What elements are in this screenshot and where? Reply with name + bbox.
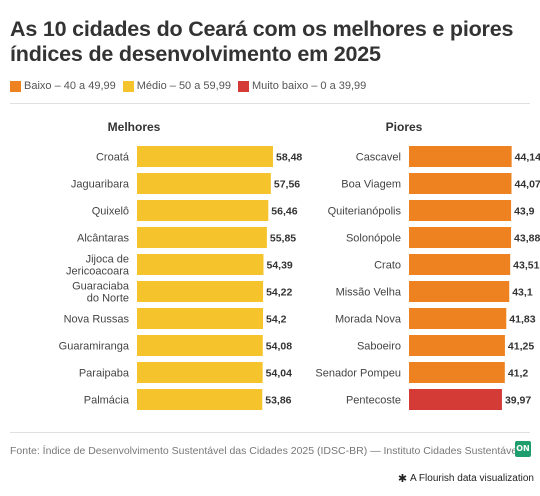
bar[interactable]	[409, 389, 502, 410]
value-label: 54,39	[266, 260, 292, 272]
legend-item-baixo[interactable]: Baixo – 40 a 49,99	[10, 80, 116, 92]
bar-charts: Croatá 58,48 Jaguaribara 57,56 Quixelô 56,46 A…	[59, 146, 540, 410]
bar[interactable]	[137, 200, 269, 221]
legend-swatch-muito-baixo	[237, 80, 249, 92]
value-label: 43,1	[512, 287, 533, 299]
value-label: 44,07	[514, 179, 540, 191]
category-label: Boa Viagem	[341, 179, 401, 191]
value-label: 44,14	[515, 152, 540, 164]
footer-divider	[10, 432, 530, 433]
source-note: Fonte: Índice de Desenvolvimento Sustent…	[10, 445, 525, 457]
category-label: Cascavel	[356, 152, 401, 164]
chart-title: As 10 cidades do Ceará com os melhores e…	[10, 17, 514, 66]
bar[interactable]	[409, 200, 512, 221]
value-label: 54,22	[266, 287, 292, 299]
bar[interactable]	[137, 308, 264, 329]
category-label: Croatá	[96, 152, 130, 164]
value-label: 41,2	[508, 368, 529, 380]
value-label: 55,85	[270, 233, 296, 245]
bar[interactable]	[409, 362, 505, 383]
panel-title-melhores: Melhores	[107, 120, 161, 134]
bar[interactable]	[137, 281, 264, 302]
bar[interactable]	[137, 389, 263, 410]
category-label: Jijoca de Jericoacoara	[66, 254, 130, 278]
bar[interactable]	[137, 335, 263, 356]
bar[interactable]	[137, 173, 271, 194]
value-label: 53,86	[265, 395, 291, 407]
legend-swatch-medio	[122, 80, 134, 92]
panel-title-piores: Piores	[385, 120, 423, 134]
legend-swatch-baixo	[10, 80, 21, 92]
bar[interactable]	[137, 227, 267, 248]
category-label: Alcântaras	[77, 233, 129, 245]
flourish-credit[interactable]: ✱ A Flourish data visualization	[398, 472, 534, 485]
bar[interactable]	[409, 227, 512, 248]
category-label: Guaramiranga	[59, 341, 130, 353]
value-label: 43,88	[514, 233, 540, 245]
category-label: Guaraciaba do Norte	[72, 281, 130, 305]
bar[interactable]	[137, 362, 263, 383]
flourish-star-icon: ✱	[397, 473, 408, 485]
legend-label-muito-baixo: Muito baixo – 0 a 39,99	[251, 80, 367, 92]
legend-label-medio: Médio – 50 a 59,99	[136, 80, 231, 92]
category-label: Quiterianópolis	[328, 206, 402, 218]
category-label: Quixelô	[92, 206, 129, 218]
bar[interactable]	[409, 254, 511, 275]
category-label: Morada Nova	[335, 314, 402, 326]
value-label: 56,46	[271, 206, 297, 218]
value-label: 39,97	[505, 395, 531, 407]
bar[interactable]	[409, 335, 505, 356]
category-label: Paraipaba	[79, 368, 130, 380]
legend: Baixo – 40 a 49,99 Médio – 50 a 59,99 Mu…	[10, 79, 373, 93]
category-label: Jaguaribara	[71, 179, 130, 191]
flourish-credit-label: A Flourish data visualization	[410, 473, 534, 484]
value-label: 41,25	[508, 341, 534, 353]
category-label: Palmácia	[84, 395, 130, 407]
value-label: 43,51	[513, 260, 539, 272]
category-label: Nova Russas	[64, 314, 130, 326]
category-label: Pentecoste	[346, 395, 401, 407]
category-label: Crato	[374, 260, 401, 272]
category-label: Senador Pompeu	[315, 368, 401, 380]
value-label: 54,2	[266, 314, 287, 326]
legend-item-muito-baixo[interactable]: Muito baixo – 0 a 39,99	[237, 80, 367, 92]
category-label: Missão Velha	[336, 287, 402, 299]
bar[interactable]	[137, 254, 264, 275]
legend-item-medio[interactable]: Médio – 50 a 59,99	[122, 80, 231, 92]
value-label: 54,04	[266, 368, 292, 380]
bar[interactable]	[409, 146, 512, 167]
value-label: 58,48	[276, 152, 302, 164]
bar-panel-piores: Cascavel 44,14 Boa Viagem 44,07 Quiterianópo…	[315, 146, 540, 410]
bar[interactable]	[137, 146, 273, 167]
bar[interactable]	[409, 308, 507, 329]
category-label: Saboeiro	[357, 341, 401, 353]
value-label: 54,08	[266, 341, 292, 353]
header-divider	[10, 103, 530, 104]
bar[interactable]	[409, 281, 510, 302]
legend-label-baixo: Baixo – 40 a 49,99	[24, 80, 116, 92]
bar[interactable]	[409, 173, 512, 194]
category-label: Solonópole	[346, 233, 401, 245]
publisher-logo[interactable]: ON	[515, 441, 531, 457]
value-label: 43,9	[514, 206, 535, 218]
value-label: 41,83	[509, 314, 535, 326]
bar-panel-melhores: Croatá 58,48 Jaguaribara 57,56 Quixelô 56,46 A…	[59, 146, 302, 410]
value-label: 57,56	[274, 179, 300, 191]
